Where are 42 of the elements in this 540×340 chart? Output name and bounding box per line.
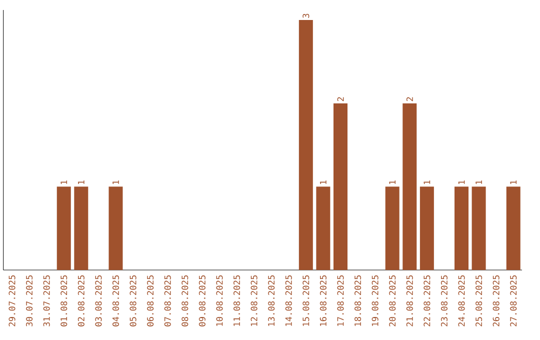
x-tick-label: 03.08.2025	[95, 275, 102, 326]
x-tick-label: 16.08.2025	[320, 275, 326, 326]
x-tick-label: 22.08.2025	[424, 275, 430, 326]
x-tick-label: 31.07.2025	[43, 275, 50, 326]
data-label: 1	[476, 180, 482, 184]
data-label: 1	[389, 180, 396, 184]
x-tick-label: 23.08.2025	[440, 275, 448, 326]
data-label: 2	[337, 97, 344, 102]
x-tick-label: 04.08.2025	[112, 275, 120, 326]
data-label: 1	[78, 180, 84, 184]
data-label: 1	[112, 180, 119, 184]
x-tick-label: 18.08.2025	[354, 275, 362, 326]
x-tick-label: 26.08.2025	[492, 275, 500, 326]
x-tick-label: 06.08.2025	[147, 275, 154, 326]
x-tick-label: 25.08.2025	[476, 275, 482, 326]
x-tick-label: 09.08.2025	[198, 275, 206, 326]
x-tick-label: 13.08.2025	[268, 275, 275, 326]
x-tick-label: 07.08.2025	[164, 275, 171, 326]
x-tick-label: 14.08.2025	[285, 275, 292, 326]
x-tick-label: 19.08.2025	[372, 275, 378, 326]
x-tick-label: 29.07.2025	[8, 275, 16, 326]
x-tick-label: 08.08.2025	[182, 275, 188, 326]
data-label: 3	[302, 14, 310, 18]
x-tick-label: 15.08.2025	[302, 275, 310, 326]
x-tick-label: 11.08.2025	[233, 275, 240, 326]
data-label: 1	[320, 180, 326, 184]
x-tick-label: 10.08.2025	[216, 275, 223, 326]
x-tick-label: 05.08.2025	[130, 275, 136, 326]
data-label: 1	[458, 180, 465, 184]
data-label: 1	[510, 180, 517, 184]
data-label: 1	[424, 180, 430, 184]
x-tick-label: 02.08.2025	[78, 275, 84, 326]
data-label: 2	[406, 97, 413, 102]
x-tick-label: 01.08.2025	[60, 275, 68, 326]
x-tick-label: 20.08.2025	[389, 275, 396, 326]
x-tick-label: 24.08.2025	[458, 275, 465, 326]
x-tick-label: 12.08.2025	[250, 275, 258, 326]
x-tick-label: 17.08.2025	[337, 275, 344, 326]
x-tick-label: 21.08.2025	[406, 275, 413, 326]
x-tick-label: 30.07.2025	[26, 275, 33, 326]
x-tick-label: 27.08.2025	[510, 275, 517, 326]
data-label: 1	[60, 180, 68, 184]
